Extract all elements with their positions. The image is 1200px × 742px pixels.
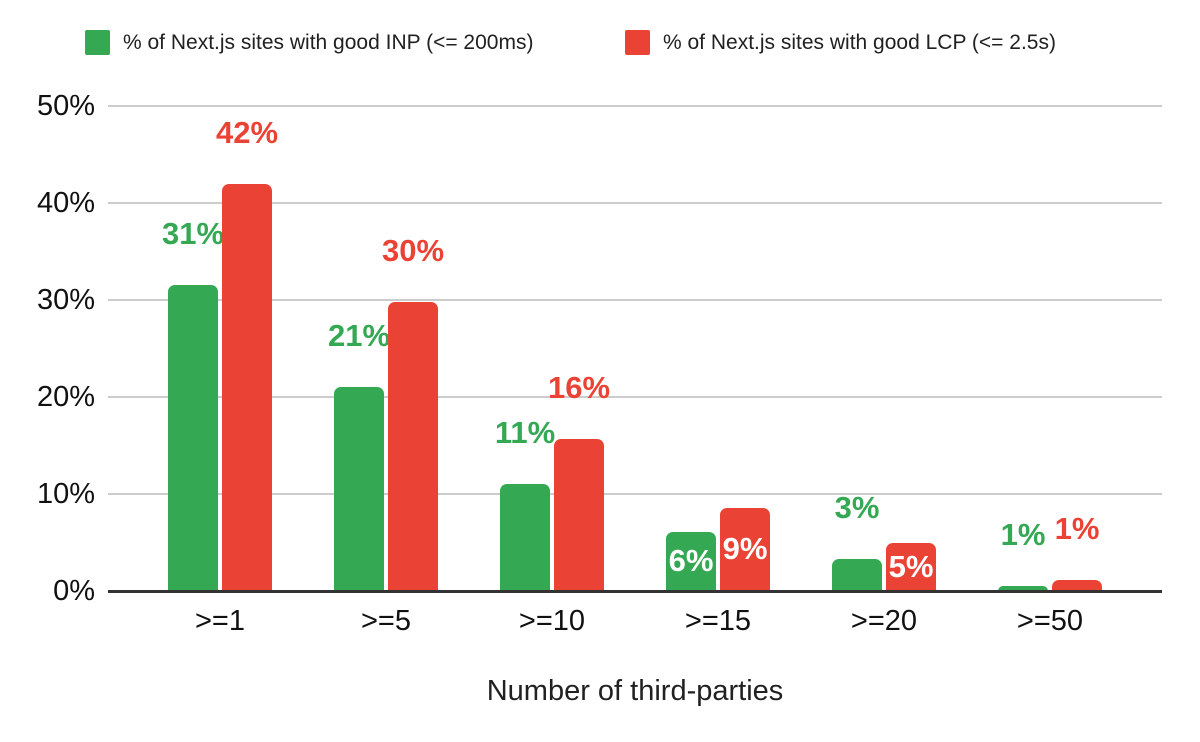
gridline	[108, 202, 1162, 204]
bar-lcp-ge1	[222, 183, 272, 591]
x-axis-category-label-ge10: >=10	[518, 605, 586, 637]
y-axis-tick-label: 40%	[36, 187, 95, 219]
y-axis-tick-label: 10%	[36, 478, 95, 510]
bar-value-label-lcp-ge20: 5%	[888, 548, 934, 584]
x-axis-category-label-ge1: >=1	[195, 605, 245, 637]
bar-value-label-lcp-ge50: 1%	[1054, 511, 1100, 547]
legend-label-inp: % of Next.js sites with good INP (<= 200…	[123, 30, 534, 54]
legend-swatch-lcp-icon	[625, 30, 650, 55]
gridline	[108, 396, 1162, 398]
bar-value-label-lcp-ge5: 30%	[381, 232, 445, 268]
gridline	[108, 299, 1162, 301]
gridline	[108, 105, 1162, 107]
y-axis-tick-label: 30%	[36, 284, 95, 316]
legend-swatch-inp-icon	[85, 30, 110, 55]
bar-value-label-lcp-ge10: 16%	[547, 369, 611, 405]
y-axis-tick-label: 50%	[36, 90, 95, 122]
x-axis-category-label-ge15: >=15	[684, 605, 752, 637]
bar-value-label-lcp-ge1: 42%	[215, 114, 279, 150]
bar-value-label-lcp-ge15: 9%	[722, 531, 768, 567]
bar-lcp-ge15	[720, 507, 770, 591]
bar-value-label-inp-ge20: 3%	[834, 489, 880, 525]
bar-inp-ge1	[168, 285, 218, 591]
bar-value-label-inp-ge1: 31%	[161, 216, 225, 252]
bar-lcp-ge20	[886, 542, 936, 591]
bar-lcp-ge5	[388, 301, 438, 591]
bar-lcp-ge50	[1052, 580, 1102, 591]
x-axis-category-label-ge5: >=5	[361, 605, 411, 637]
bar-lcp-ge10	[554, 438, 604, 591]
x-axis-category-label-ge50: >=50	[1016, 605, 1084, 637]
y-axis-tick-label: 0%	[53, 575, 95, 607]
bar-inp-ge20	[832, 558, 882, 591]
x-axis-category-label-ge20: >=20	[850, 605, 918, 637]
bar-inp-ge10	[500, 484, 550, 591]
bar-inp-ge50	[998, 586, 1048, 591]
bar-value-label-inp-ge50: 1%	[1000, 517, 1046, 553]
bar-value-label-inp-ge10: 11%	[494, 415, 556, 451]
legend-item-inp: % of Next.js sites with good INP (<= 200…	[85, 30, 533, 55]
x-axis-line	[108, 590, 1162, 593]
gridline	[108, 493, 1162, 495]
bar-inp-ge15	[666, 531, 716, 591]
legend-item-lcp: % of Next.js sites with good LCP (<= 2.5…	[625, 30, 1056, 55]
legend-label-lcp: % of Next.js sites with good LCP (<= 2.5…	[663, 30, 1056, 54]
bar-value-label-inp-ge5: 21%	[327, 318, 391, 354]
y-axis-tick-label: 20%	[36, 381, 95, 413]
x-axis-title: Number of third-parties	[486, 675, 784, 707]
bar-value-label-inp-ge15: 6%	[668, 543, 714, 579]
bar-inp-ge5	[334, 387, 384, 591]
